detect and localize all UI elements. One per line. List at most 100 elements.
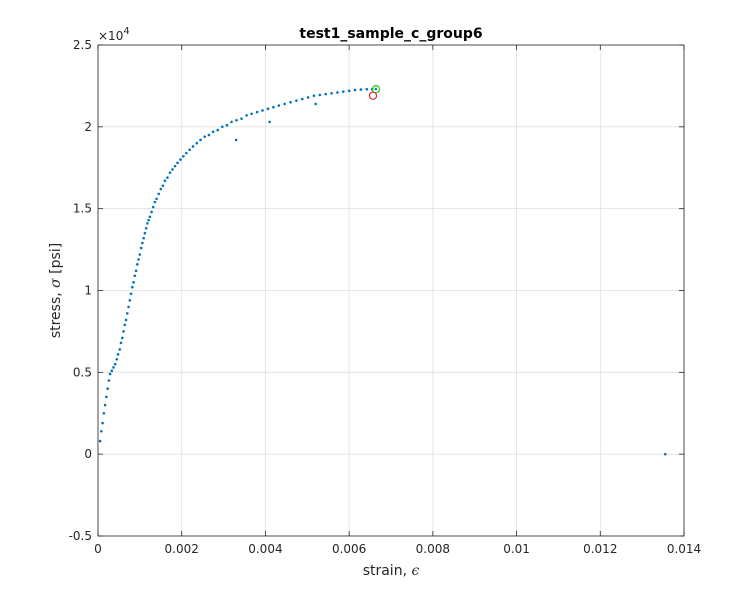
data-point xyxy=(106,387,109,391)
data-point xyxy=(663,452,667,456)
data-point xyxy=(141,241,144,245)
data-point xyxy=(235,118,238,122)
data-point xyxy=(295,99,298,102)
data-point xyxy=(250,112,253,116)
data-point xyxy=(161,184,165,188)
data-point xyxy=(179,158,182,161)
data-point xyxy=(245,114,248,117)
data-point xyxy=(318,93,322,97)
data-point xyxy=(101,421,104,425)
data-point xyxy=(131,285,134,289)
y-axis-exponent-base: ×10 xyxy=(98,29,123,43)
chart-title: test1_sample_c_group6 xyxy=(299,26,482,42)
data-point xyxy=(137,258,140,261)
data-point xyxy=(103,403,107,407)
data-point xyxy=(207,133,211,137)
marker-center-dot xyxy=(374,87,378,91)
data-point xyxy=(127,305,130,309)
data-point xyxy=(126,312,129,315)
data-points xyxy=(98,87,667,456)
data-point xyxy=(150,210,153,214)
data-point xyxy=(143,231,147,235)
data-point xyxy=(240,117,243,120)
data-point xyxy=(115,357,119,361)
data-point xyxy=(132,281,135,284)
x-axis-label: strain, ϵ xyxy=(363,563,420,579)
y-axis-label-unit: [psi] xyxy=(48,243,64,278)
y-tick-label: 2 xyxy=(84,120,92,134)
x-axis-label-text: strain, xyxy=(363,563,412,579)
data-point xyxy=(203,135,207,138)
data-point xyxy=(118,348,122,351)
data-point xyxy=(300,97,304,101)
data-point xyxy=(122,330,125,333)
data-point xyxy=(188,148,191,152)
data-point xyxy=(171,168,174,171)
data-point xyxy=(147,218,150,222)
data-point xyxy=(123,323,127,327)
data-point xyxy=(272,105,275,109)
data-point xyxy=(163,179,167,183)
x-tick-label: 0.002 xyxy=(165,542,199,556)
data-point xyxy=(195,141,199,145)
data-point xyxy=(157,192,160,196)
data-point xyxy=(151,205,155,209)
marker-green-circle xyxy=(371,85,381,94)
data-point xyxy=(110,369,114,372)
data-point xyxy=(142,236,145,240)
y-axis-label-symbol: σ xyxy=(48,278,64,288)
data-point xyxy=(182,154,185,158)
y-tick-label: 0 xyxy=(84,447,92,461)
x-tick-label: 0.006 xyxy=(332,542,366,556)
data-point xyxy=(116,353,120,356)
data-point xyxy=(124,318,128,322)
y-axis-label-text: stress, xyxy=(48,288,64,338)
y-axis-exponent-power: 4 xyxy=(123,26,129,37)
y-tick-label: 0.5 xyxy=(73,365,92,379)
data-point xyxy=(314,102,317,106)
data-point xyxy=(176,161,179,165)
data-point xyxy=(136,263,139,266)
data-point xyxy=(347,89,351,93)
data-point xyxy=(312,94,316,98)
y-axis-label: stress, σ [psi] xyxy=(48,243,64,338)
data-point xyxy=(139,246,143,250)
data-point xyxy=(191,145,195,148)
data-point xyxy=(216,128,220,132)
data-point xyxy=(138,253,142,256)
x-tick-label: 0.01 xyxy=(503,542,530,556)
data-point xyxy=(225,123,229,127)
data-point xyxy=(283,102,286,106)
data-point xyxy=(133,274,137,278)
data-point xyxy=(211,130,215,134)
x-tick-label: 0.012 xyxy=(583,542,617,556)
data-point xyxy=(173,164,177,168)
highlight-markers xyxy=(368,85,381,100)
data-point xyxy=(112,366,115,369)
data-point xyxy=(134,269,138,273)
data-point xyxy=(330,91,333,95)
x-tick-label: 0.014 xyxy=(667,542,701,556)
x-axis-label-symbol: ϵ xyxy=(411,563,419,579)
ticks xyxy=(97,44,685,537)
data-point xyxy=(199,138,202,142)
data-point xyxy=(166,176,169,179)
data-point xyxy=(108,372,112,376)
data-point xyxy=(365,87,369,91)
marker-red-circle xyxy=(368,91,378,100)
data-point xyxy=(277,104,281,107)
data-point xyxy=(353,88,357,92)
data-point xyxy=(341,90,345,93)
y-tick-label: 1 xyxy=(84,284,92,298)
data-point xyxy=(268,120,271,124)
data-point xyxy=(148,215,152,219)
x-tick-label: 0.008 xyxy=(416,542,450,556)
data-point xyxy=(266,107,270,111)
data-point xyxy=(155,197,158,201)
data-point xyxy=(120,336,124,340)
data-point xyxy=(234,138,238,142)
data-point xyxy=(119,341,123,345)
data-point xyxy=(102,411,106,415)
x-tick-label: 0.004 xyxy=(248,542,282,556)
data-point xyxy=(261,109,264,112)
